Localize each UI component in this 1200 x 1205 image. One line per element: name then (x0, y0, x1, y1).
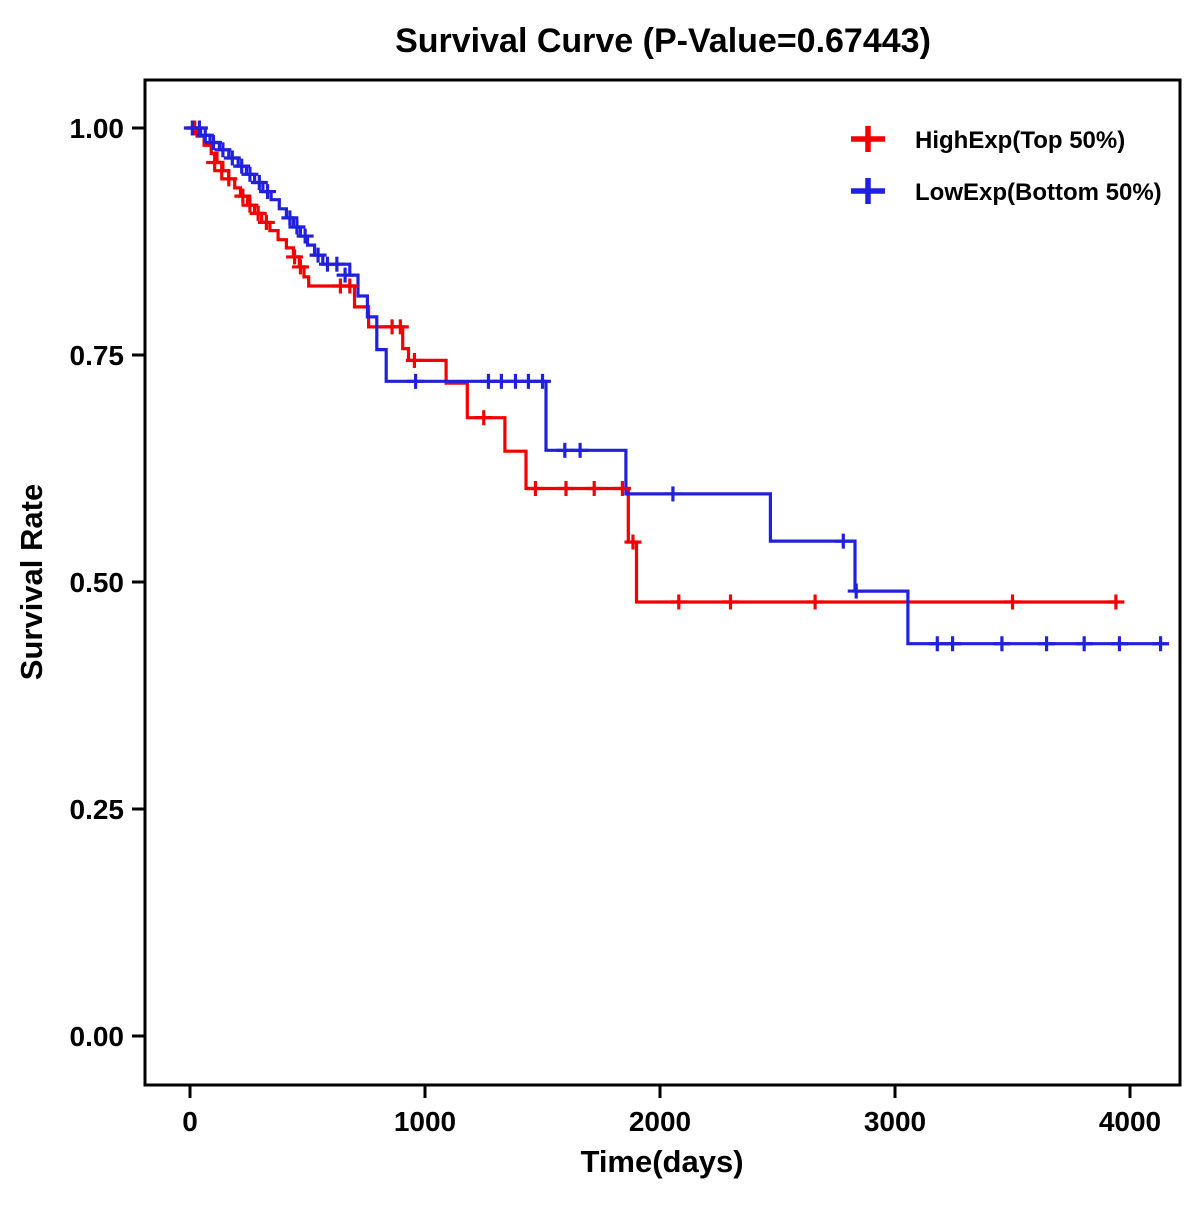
censor-mark-icon (296, 228, 314, 244)
censor-mark-icon (407, 373, 425, 389)
legend: HighExp(Top 50%) LowExp(Bottom 50%) (851, 126, 1162, 206)
censor-mark-icon (250, 174, 268, 190)
censor-mark-icon (241, 197, 259, 213)
censor-mark-icon (571, 442, 589, 458)
censor-mark-icon (205, 135, 222, 151)
censor-mark-icon (233, 158, 251, 174)
y-axis-ticks: 0.00 0.25 0.50 0.75 1.00 (70, 113, 145, 1052)
censor-mark-icon (405, 352, 423, 368)
censor-mark-icon (847, 583, 865, 599)
censor-mark-icon (806, 594, 824, 610)
censor-mark-icon (1075, 636, 1093, 652)
legend-label-lowexp: LowExp(Bottom 50%) (915, 179, 1162, 206)
censor-mark-icon (249, 205, 267, 221)
censor-mark-icon (1107, 594, 1125, 610)
x-axis-ticks: 0 1000 2000 3000 4000 (182, 1085, 1161, 1137)
censor-marks-layer (183, 120, 1170, 652)
y-tick-label: 0.50 (70, 567, 125, 598)
censor-mark-icon (214, 142, 232, 158)
x-tick-label: 1000 (394, 1106, 456, 1137)
censor-mark-icon (291, 259, 309, 275)
censor-mark-icon (664, 486, 682, 502)
censor-mark-icon (834, 533, 852, 549)
x-tick-label: 4000 (1099, 1106, 1161, 1137)
legend-marker-lowexp-icon (851, 178, 885, 204)
censor-mark-icon (341, 278, 359, 294)
chart-title: Survival Curve (P-Value=0.67443) (395, 22, 931, 60)
censor-mark-icon (613, 480, 631, 496)
y-tick-label: 0.75 (70, 340, 125, 371)
censor-mark-icon (309, 247, 327, 263)
censor-mark-icon (220, 171, 238, 187)
censor-mark-icon (1110, 636, 1128, 652)
censor-mark-icon (223, 150, 241, 166)
censor-mark-icon (234, 188, 252, 204)
censor-mark-icon (259, 184, 277, 200)
censor-mark-icon (286, 249, 304, 265)
censor-mark-icon (1004, 594, 1021, 610)
censor-mark-icon (213, 163, 231, 179)
censor-mark-icon (944, 636, 962, 652)
censor-mark-icon (288, 219, 306, 235)
censor-mark-icon (206, 155, 224, 171)
y-tick-label: 0.00 (70, 1021, 125, 1052)
legend-marker-highexp-icon (851, 126, 885, 152)
censor-mark-icon (993, 636, 1011, 652)
censor-mark-icon (585, 480, 603, 496)
censor-mark-icon (722, 594, 739, 610)
censor-mark-icon (670, 594, 688, 610)
y-tick-label: 0.25 (70, 794, 125, 825)
x-tick-label: 0 (182, 1106, 198, 1137)
censor-mark-icon (1152, 636, 1170, 652)
censor-mark-icon (196, 127, 214, 143)
y-axis-title: Survival Rate (14, 484, 49, 680)
censor-mark-icon (534, 373, 551, 389)
censor-mark-icon (928, 636, 946, 652)
censor-mark-icon (475, 410, 493, 426)
x-axis-title: Time(days) (580, 1144, 743, 1179)
censor-mark-icon (391, 319, 409, 335)
censor-mark-icon (557, 480, 575, 496)
censor-mark-icon (241, 166, 259, 182)
censor-mark-icon (257, 214, 275, 230)
censor-mark-icon (281, 210, 299, 226)
x-tick-label: 3000 (864, 1106, 926, 1137)
censor-mark-icon (624, 534, 642, 550)
y-tick-label: 1.00 (70, 113, 125, 144)
censor-mark-icon (336, 267, 354, 283)
censor-mark-icon (1038, 636, 1056, 652)
censor-mark-icon (556, 442, 574, 458)
x-tick-label: 2000 (629, 1106, 691, 1137)
legend-label-highexp: HighExp(Top 50%) (915, 127, 1125, 154)
censor-mark-icon (328, 256, 346, 272)
censor-mark-icon (526, 480, 544, 496)
